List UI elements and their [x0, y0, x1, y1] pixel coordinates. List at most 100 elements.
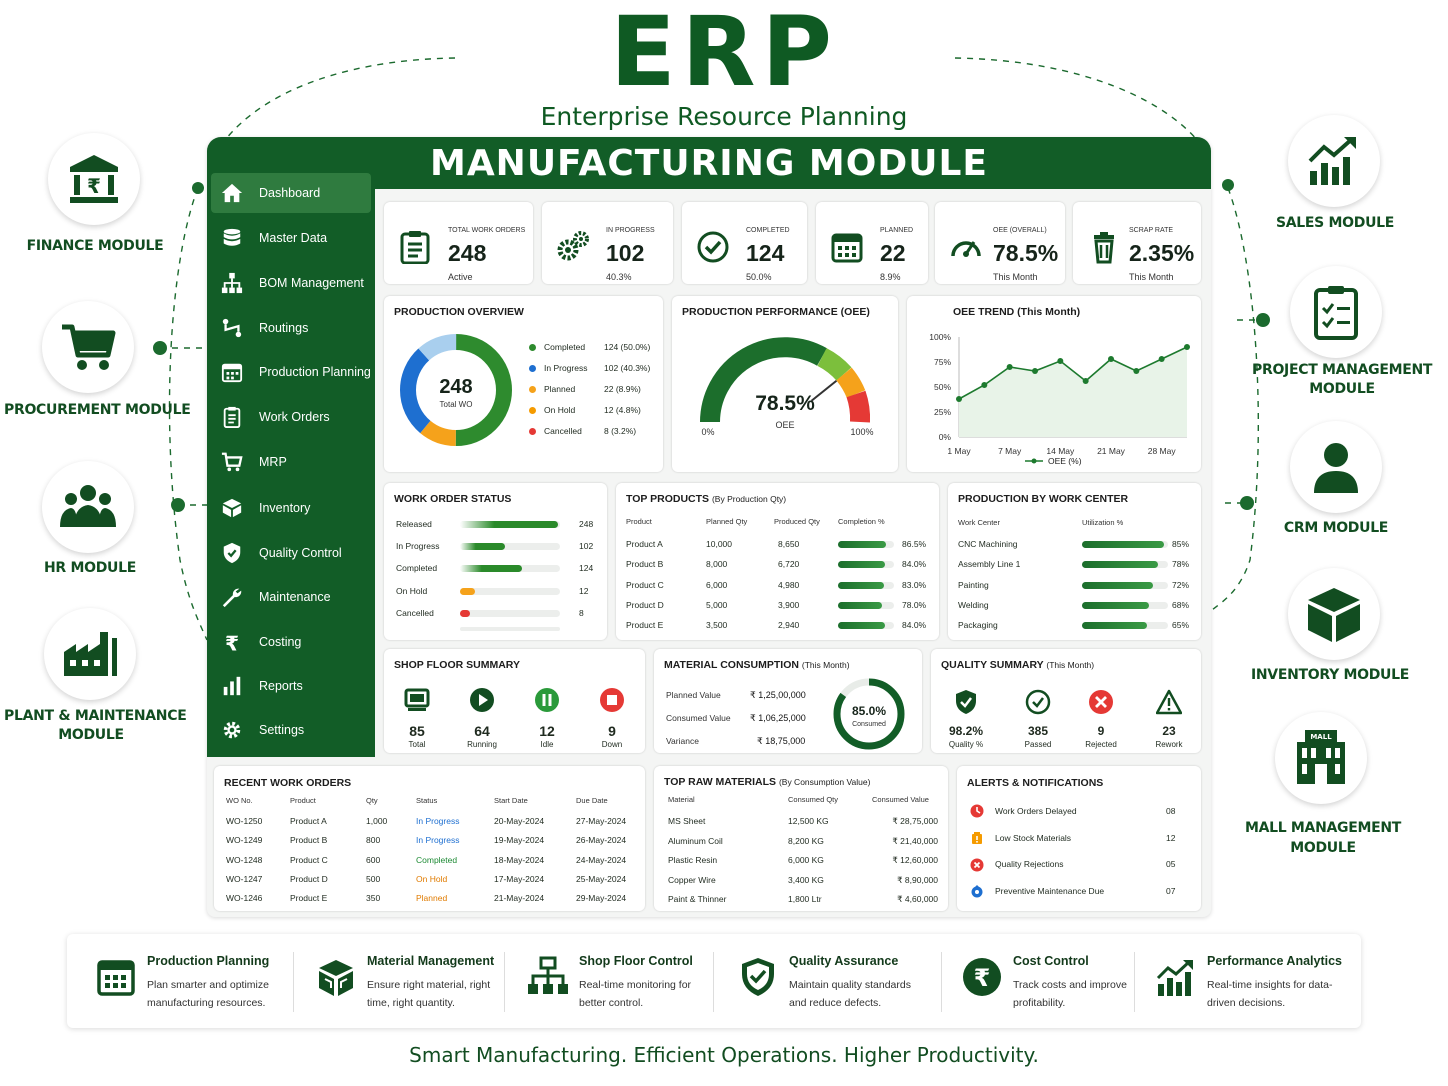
kpi-total-work-orders[interactable]: TOTAL WORK ORDERS 248 Active: [384, 202, 533, 284]
mall-management-module-button[interactable]: MALL: [1275, 712, 1367, 804]
sidebar-item-dashboard[interactable]: Dashboard: [211, 173, 371, 213]
machines-idle-value: 12: [539, 723, 555, 739]
sidebar-item-production-planning[interactable]: Production Planning: [211, 352, 371, 392]
sidebar-item-label: Inventory: [259, 501, 311, 515]
table-cell-wo[interactable]: WO-1249: [226, 835, 263, 846]
feature-performance-analytics[interactable]: Performance Analytics Real-time insights…: [1127, 934, 1361, 1028]
alert-label[interactable]: Low Stock Materials: [995, 832, 1072, 843]
sidebar-item-maintenance[interactable]: Maintenance: [211, 577, 371, 617]
kpi-planned[interactable]: PLANNED 22 8.9%: [816, 202, 928, 284]
mall-management-module-label-1: MALL MANAGEMENT: [1244, 820, 1402, 836]
feature-shop-floor-control[interactable]: Shop Floor Control Real-time monitoring …: [499, 934, 709, 1028]
sidebar-item-label: Reports: [259, 679, 303, 693]
table-cell-produced: 8,650: [778, 539, 800, 549]
kpi-in-progress[interactable]: IN PROGRESS 102 40.3%: [542, 202, 673, 284]
procurement-module-button[interactable]: [42, 301, 134, 393]
plant-maintenance-module-label-1: PLANT & MAINTENANCE: [4, 708, 187, 724]
feature-production-planning[interactable]: Production Planning Plan smarter and opt…: [67, 934, 293, 1028]
completion-bar: [838, 561, 894, 569]
feature-title: Material Management: [367, 954, 495, 968]
panel-title: MANUFACTURING MODULE: [430, 143, 988, 184]
sidebar-item-master-data[interactable]: Master Data: [211, 218, 371, 258]
planned-value-label: Planned Value: [666, 690, 721, 700]
sidebar-item-inventory[interactable]: Inventory: [211, 488, 371, 528]
card-title: SHOP FLOOR SUMMARY: [394, 659, 521, 671]
utilization-value: 78%: [1172, 559, 1190, 570]
alert-label[interactable]: Preventive Maintenance Due: [995, 885, 1105, 896]
sidebar-item-reports[interactable]: Reports: [211, 666, 371, 706]
kpi-oee-overall[interactable]: OEE (OVERALL) 78.5% This Month: [935, 202, 1065, 284]
donut-slice-in-progress: [400, 334, 512, 446]
project-management-module-button[interactable]: [1290, 266, 1382, 358]
passed-label: Passed: [1024, 740, 1052, 749]
table-cell-wo[interactable]: WO-1247: [226, 873, 263, 884]
rupee-icon: ₹: [225, 631, 239, 653]
status-label: Completed: [396, 563, 438, 574]
alert-label[interactable]: Quality Rejections: [995, 859, 1064, 869]
inventory-module-button[interactable]: [1288, 568, 1380, 660]
quality-percent-value: 98.2%: [948, 724, 984, 738]
pause-icon: [535, 688, 559, 712]
utilization-bar: [1082, 622, 1168, 630]
table-cell-wo[interactable]: WO-1246: [226, 893, 263, 904]
table-cell-wo[interactable]: WO-1248: [226, 854, 263, 865]
table-header: Product: [290, 796, 316, 805]
kpi-label: OEE (OVERALL): [993, 227, 1047, 234]
card-title: RECENT WORK ORDERS: [224, 777, 352, 789]
feature-title: Performance Analytics: [1207, 954, 1343, 968]
sidebar-item-mrp[interactable]: MRP: [211, 442, 371, 482]
panel-header-bar: MANUFACTURING MODULE: [207, 137, 1211, 189]
warning-icon: [1156, 689, 1182, 715]
sidebar-item-settings[interactable]: Settings: [211, 710, 371, 750]
table-cell-completion: 83.0%: [902, 579, 927, 590]
crm-module-button[interactable]: [1290, 421, 1382, 513]
table-cell-completion: 84.0%: [902, 620, 927, 631]
utilization-value: 85%: [1172, 539, 1190, 549]
data-point: [1108, 356, 1114, 362]
utilization-value: 72%: [1172, 579, 1190, 590]
table-cell-product: Product C: [290, 854, 328, 865]
sidebar-item-routings[interactable]: Routings: [211, 308, 371, 348]
work-center-name: Packaging: [958, 620, 998, 631]
alert-label[interactable]: Work Orders Delayed: [995, 806, 1077, 816]
finance-module-button[interactable]: ₹: [48, 133, 140, 225]
sidebar-item-bom-management[interactable]: BOM Management: [211, 263, 371, 303]
data-point: [1032, 368, 1038, 374]
feature-material-management[interactable]: Material Management Ensure right materia…: [287, 934, 501, 1028]
feature-cost-control[interactable]: ₹ Cost Control Track costs and improve p…: [933, 934, 1133, 1028]
sidebar-item-quality-control[interactable]: Quality Control: [211, 533, 371, 573]
material-qty: 1,800 Ltr: [788, 894, 822, 904]
kpi-scrap-rate[interactable]: SCRAP RATE 2.35% This Month: [1073, 202, 1201, 284]
card-title: MATERIAL CONSUMPTION (This Month): [664, 659, 850, 671]
status-bar: [460, 587, 560, 595]
feature-quality-assurance[interactable]: Quality Assurance Maintain quality stand…: [709, 934, 923, 1028]
status-bar-fill: [460, 609, 470, 617]
oee-gauge-chart: 78.5% OEE 0% 100%: [700, 337, 874, 437]
sales-module-button[interactable]: [1288, 115, 1380, 207]
status-bar: [460, 565, 560, 573]
x-tick-label: 14 May: [1046, 446, 1075, 456]
plant-maintenance-module-button[interactable]: [44, 608, 136, 700]
table-cell-planned: 5,000: [706, 599, 728, 610]
legend-label: Planned: [544, 384, 576, 394]
kpi-completed[interactable]: COMPLETED 124 50.0%: [682, 202, 807, 284]
table-cell-completion: 86.5%: [902, 539, 927, 549]
hr-module-button[interactable]: [42, 461, 134, 553]
consumption-ring-fill: [833, 678, 905, 750]
table-cell-product: Product E: [290, 893, 328, 904]
data-point: [1158, 356, 1165, 362]
data-point: [1184, 344, 1190, 350]
table-header: Status: [416, 796, 438, 805]
table-cell-planned: 6,000: [706, 579, 728, 590]
data-point: [1006, 364, 1013, 370]
sidebar-item-costing[interactable]: ₹ Costing: [211, 622, 371, 662]
clipboard-icon: [223, 406, 241, 428]
utilization-bar: [1082, 601, 1168, 609]
table-cell-status: On Hold: [416, 873, 448, 884]
sidebar-item-work-orders[interactable]: Work Orders: [211, 397, 371, 437]
feature-description: Real-time insights for data-driven decis…: [1207, 979, 1333, 1009]
table-cell-product: Product E: [626, 620, 664, 631]
table-cell-produced: 2,940: [778, 620, 800, 631]
status-bar-fill: [460, 543, 505, 551]
table-cell-wo[interactable]: WO-1250: [226, 816, 263, 826]
